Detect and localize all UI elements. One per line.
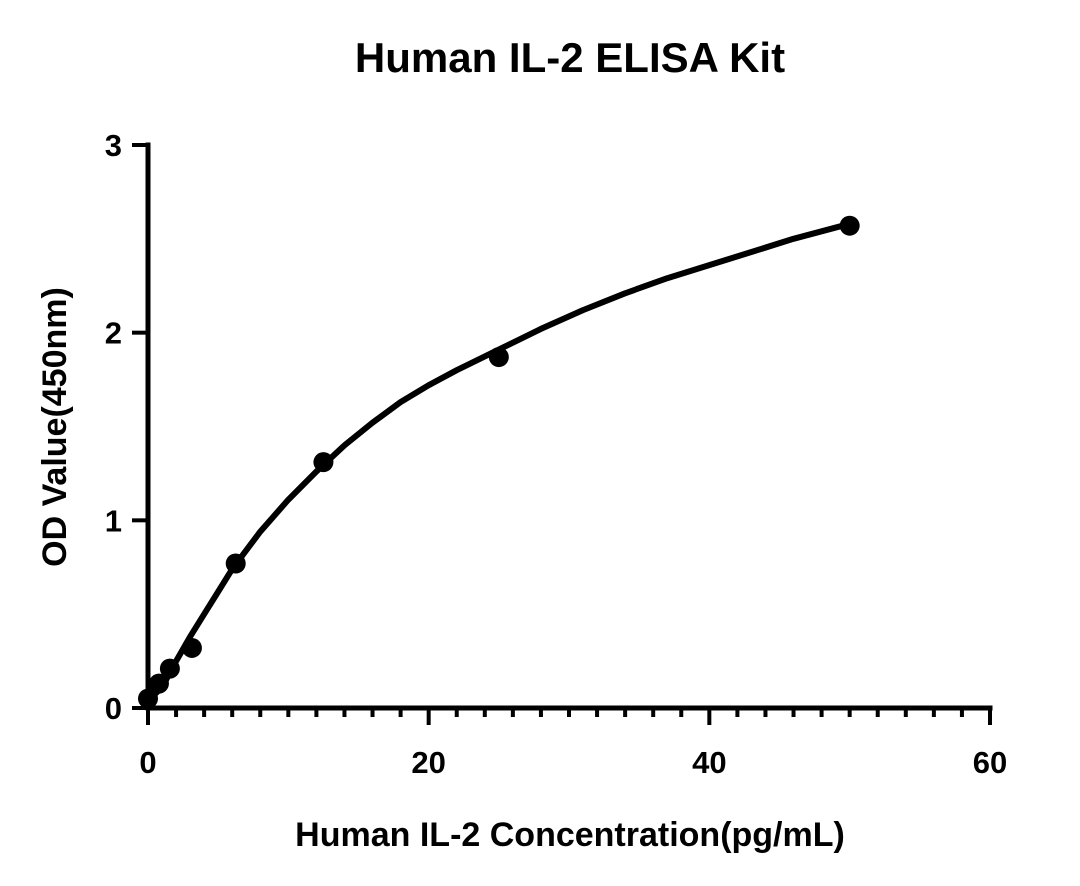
data-point-6: [488, 347, 509, 368]
data-point-1: [148, 673, 169, 694]
fit-curve: [145, 220, 853, 704]
x-tick-label-40: 40: [692, 745, 726, 780]
fit-curve-layer: [145, 220, 853, 704]
y-tick-label-1: 1: [105, 503, 122, 538]
chart-title: Human IL-2 ELISA Kit: [355, 34, 785, 81]
x-axis-label: Human IL-2 Concentration(pg/mL): [295, 816, 845, 854]
data-point-5: [313, 452, 334, 473]
data-point-7: [839, 215, 860, 236]
y-axis-label: OD Value(450nm): [36, 287, 74, 567]
data-point-2: [159, 658, 180, 679]
data-point-4: [225, 553, 246, 574]
data-points: [138, 215, 860, 709]
tick-marks: [132, 143, 992, 725]
x-tick-label-20: 20: [411, 745, 445, 780]
x-tick-label-0: 0: [139, 745, 156, 780]
y-tick-label-2: 2: [105, 316, 122, 351]
data-point-0: [138, 688, 158, 709]
tick-labels: 0 1 2 3 0 20 40 60: [105, 128, 1007, 780]
y-tick-label-3: 3: [105, 128, 122, 163]
x-tick-label-60: 60: [973, 745, 1007, 780]
y-tick-label-0: 0: [105, 691, 122, 726]
axes: [145, 142, 993, 711]
data-point-3: [181, 637, 202, 658]
